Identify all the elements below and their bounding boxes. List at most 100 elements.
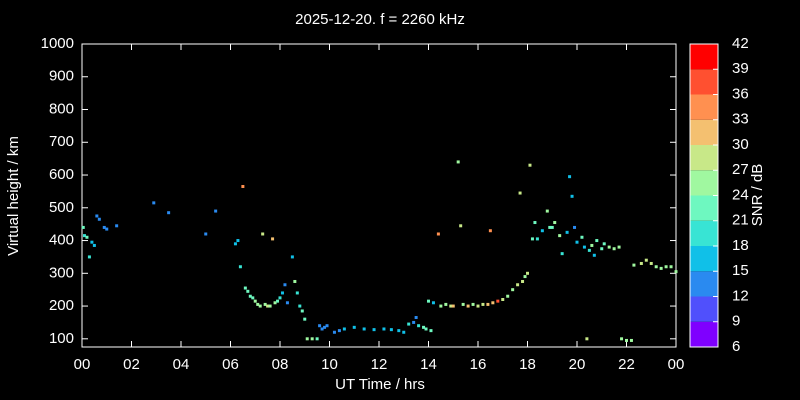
point <box>102 225 106 229</box>
point <box>553 221 557 225</box>
colorbar-band <box>690 220 718 246</box>
x-tick-label: 22 <box>618 356 635 373</box>
point <box>632 263 636 267</box>
point <box>439 304 443 308</box>
point <box>271 237 275 241</box>
point <box>590 243 594 247</box>
point <box>625 338 628 342</box>
point <box>649 261 653 265</box>
point <box>526 271 529 275</box>
point <box>501 298 505 302</box>
point <box>315 337 319 341</box>
point <box>496 299 500 303</box>
colorbar-frame <box>689 43 719 348</box>
colorbar-band <box>690 246 718 272</box>
y-tick-label: 300 <box>49 264 74 281</box>
point <box>540 229 544 233</box>
point <box>407 322 411 326</box>
colorbar-tick-label: 27 <box>732 161 749 178</box>
point <box>582 245 586 249</box>
colorbar-band <box>690 195 718 221</box>
colorbar-tick-label: 42 <box>732 35 749 52</box>
colorbar-tick-label: 15 <box>732 262 749 279</box>
y-tick-label: 900 <box>49 68 74 85</box>
point <box>592 253 596 257</box>
point <box>607 245 611 249</box>
point <box>481 302 485 306</box>
y-tick-label: 600 <box>49 166 74 183</box>
point <box>431 301 435 305</box>
point <box>565 230 569 234</box>
colorbar-band <box>690 296 718 322</box>
point <box>427 299 430 303</box>
y-axis-label: Virtual height / km <box>5 136 22 256</box>
point <box>459 224 463 228</box>
point <box>523 275 527 279</box>
point <box>436 232 440 236</box>
point <box>654 265 658 269</box>
point <box>248 294 252 298</box>
point <box>332 330 336 334</box>
y-tick-label: 1000 <box>41 35 74 52</box>
colorbar-tick-label: 6 <box>732 338 740 355</box>
point <box>516 283 520 287</box>
point <box>290 255 294 259</box>
point <box>659 266 663 270</box>
point <box>352 325 356 329</box>
chart-title: 2025-12-20. f = 2260 kHz <box>295 11 465 28</box>
point <box>258 304 262 308</box>
x-tick-label: 16 <box>470 356 487 373</box>
point <box>382 327 386 331</box>
point <box>595 239 599 243</box>
point <box>414 316 418 320</box>
point <box>243 286 247 290</box>
point <box>560 252 564 256</box>
x-tick-label: 00 <box>74 356 91 373</box>
point <box>323 325 327 329</box>
point <box>617 245 621 249</box>
point <box>81 225 85 229</box>
point <box>238 265 242 269</box>
point <box>310 337 314 341</box>
point <box>528 163 532 167</box>
point <box>573 225 577 229</box>
point <box>273 301 277 305</box>
x-tick-label: 14 <box>420 356 437 373</box>
point <box>612 247 616 251</box>
point <box>305 337 309 341</box>
point <box>251 296 255 300</box>
point <box>278 296 282 300</box>
point <box>268 304 272 308</box>
point <box>466 304 470 308</box>
colorbar-band <box>690 145 718 171</box>
point <box>298 304 302 308</box>
point <box>570 194 574 198</box>
point <box>476 304 480 308</box>
point <box>471 302 475 306</box>
point <box>568 175 572 179</box>
point <box>451 304 455 308</box>
point <box>90 240 94 244</box>
colorbar-tick-label: 21 <box>732 212 749 229</box>
point <box>548 225 552 229</box>
point <box>587 248 591 252</box>
colorbar-tick-label: 33 <box>732 111 749 128</box>
point <box>449 304 453 308</box>
colorbar-band <box>690 69 718 95</box>
colorbar-band <box>690 94 718 120</box>
point <box>389 328 393 332</box>
point <box>204 232 208 236</box>
colorbar-tick-label: 36 <box>732 85 749 102</box>
point <box>295 291 299 295</box>
point <box>461 302 465 306</box>
point <box>82 234 86 238</box>
colorbar-band <box>690 44 718 70</box>
point <box>545 209 549 213</box>
point <box>233 242 237 246</box>
x-tick-label: 06 <box>222 356 239 373</box>
point <box>620 337 624 341</box>
y-tick-label: 800 <box>49 100 74 117</box>
x-tick-label: 02 <box>123 356 140 373</box>
y-tick-label: 500 <box>49 199 74 216</box>
